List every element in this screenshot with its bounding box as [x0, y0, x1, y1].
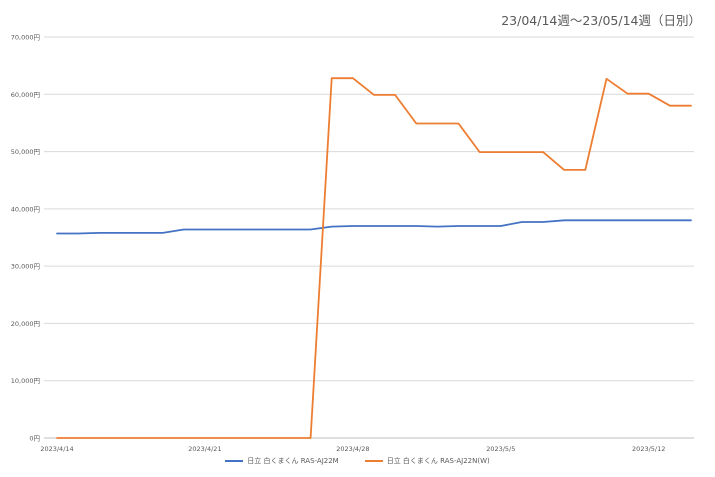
legend: 日立 白くまくん RAS-AJ22M 日立 白くまくん RAS-AJ22N(W) — [0, 456, 715, 466]
x-tick-label: 2023/4/14 — [40, 445, 73, 453]
series-lines — [56, 77, 692, 439]
legend-item-series-1: 日立 白くまくん RAS-AJ22M — [225, 456, 339, 466]
y-tick-label: 40,000円 — [11, 205, 40, 213]
legend-label-series-1: 日立 白くまくん RAS-AJ22M — [247, 457, 339, 465]
y-tick-label: 20,000円 — [11, 320, 40, 328]
x-tick-label: 2023/4/28 — [336, 445, 369, 453]
legend-swatch-series-1 — [225, 460, 244, 462]
series-line-2 — [56, 77, 692, 439]
gridlines — [44, 36, 694, 439]
legend-item-series-2: 日立 白くまくん RAS-AJ22N(W) — [364, 456, 490, 466]
y-tick-label: 0円 — [29, 435, 40, 443]
y-tick-label: 60,000円 — [11, 91, 40, 99]
series-line-1 — [56, 219, 692, 235]
y-tick-label: 50,000円 — [11, 148, 40, 156]
y-axis-tick-labels: 0円 10,000円 20,000円 30,000円 40,000円 50,000円 60,… — [11, 34, 40, 443]
x-tick-label: 2023/5/5 — [486, 445, 515, 453]
y-tick-label: 10,000円 — [11, 377, 40, 385]
chart-title: 23/04/14週～23/05/14週（日別） — [501, 13, 701, 28]
y-tick-label: 70,000円 — [11, 34, 40, 42]
x-tick-label: 2023/4/21 — [188, 445, 221, 453]
y-tick-label: 30,000円 — [11, 263, 40, 271]
x-tick-label: 2023/5/12 — [632, 445, 665, 453]
legend-label-series-2: 日立 白くまくん RAS-AJ22N(W) — [386, 457, 490, 465]
legend-swatch-series-2 — [364, 460, 383, 462]
x-axis-tick-labels: 2023/4/14 2023/4/21 2023/4/28 2023/5/5 2023/… — [40, 445, 665, 453]
